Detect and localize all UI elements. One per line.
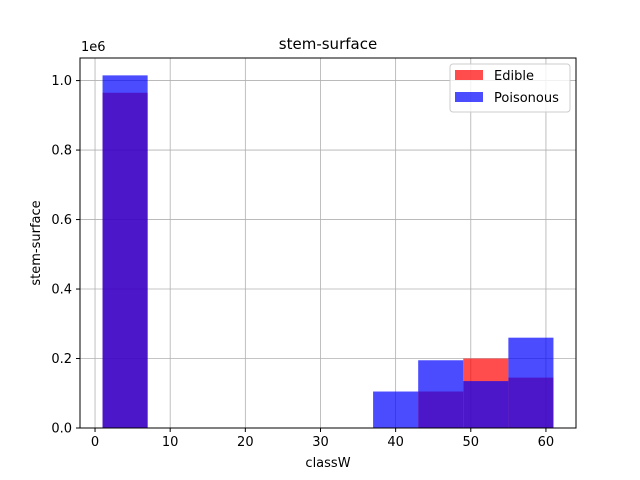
bar-poisonous xyxy=(418,360,464,428)
legend: Edible Poisonous xyxy=(449,63,571,113)
x-axis-label: classW xyxy=(305,456,350,471)
legend-swatch-poisonous xyxy=(455,92,483,102)
y-tick-label: 0.8 xyxy=(51,144,72,159)
x-tick-label: 20 xyxy=(237,435,254,450)
y-axis-offset-label: 1e6 xyxy=(81,40,106,55)
x-tick-label: 30 xyxy=(312,435,329,450)
y-tick-label: 0.6 xyxy=(51,213,72,228)
bar-poisonous xyxy=(508,337,554,428)
y-axis-ticks: 0.0 0.2 0.4 0.6 0.8 1.0 xyxy=(51,74,80,437)
x-tick-label: 60 xyxy=(538,435,555,450)
bar-poisonous xyxy=(463,381,509,428)
x-tick-label: 40 xyxy=(387,435,404,450)
y-tick-label: 0.2 xyxy=(51,352,72,367)
y-axis-label: stem-surface xyxy=(29,200,44,285)
x-tick-label: 50 xyxy=(463,435,480,450)
plot-area-frame xyxy=(79,57,577,429)
y-tick-label: 0.4 xyxy=(51,283,72,298)
y-tick-label: 0.0 xyxy=(51,422,72,437)
x-tick-label: 0 xyxy=(91,435,99,450)
legend-swatch-edible xyxy=(455,70,483,80)
x-axis-ticks: 0 10 20 30 40 50 60 xyxy=(91,428,554,450)
legend-label-edible: Edible xyxy=(494,69,534,84)
bar-poisonous xyxy=(102,75,148,428)
legend-label-poisonous: Poisonous xyxy=(494,91,559,106)
bar-poisonous xyxy=(373,391,419,428)
chart-title: stem-surface xyxy=(279,35,377,53)
x-tick-label: 10 xyxy=(162,435,179,450)
y-tick-label: 1.0 xyxy=(51,74,72,89)
histogram-bars xyxy=(102,75,554,428)
